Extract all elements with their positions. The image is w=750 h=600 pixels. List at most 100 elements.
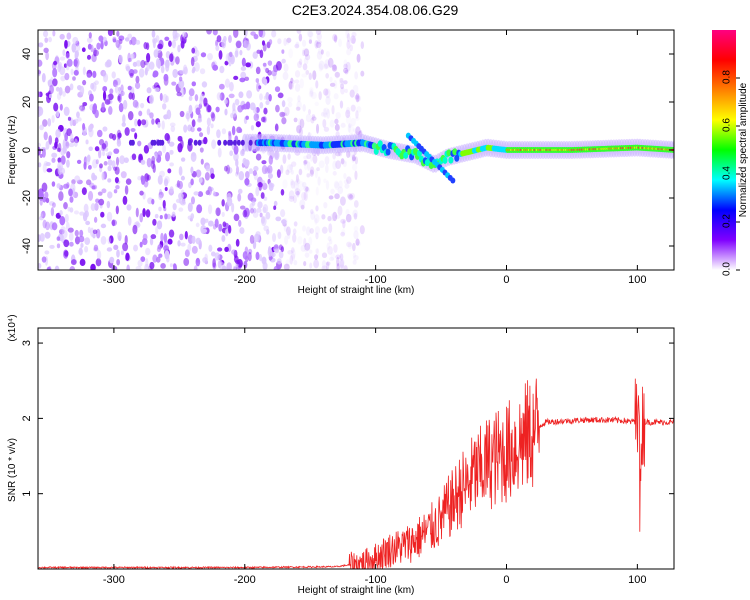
spectrogram-noise-blob [163,245,170,252]
spectrogram-noise-blob [145,209,151,218]
spectrogram-noise-blob [74,118,79,124]
spectrogram-noise-blob [117,231,122,241]
spectrogram-noise-blob [350,104,356,112]
spectrogram-noise-blob [115,205,119,215]
spectrogram-noise-blob [152,70,159,78]
spectrogram-noise-blob [315,205,319,212]
spectrogram-noise-blob [304,54,311,61]
spectrogram-noise-blob [135,207,139,218]
spectrogram-y-ticks: -40 -20 0 20 40 [21,48,674,254]
colorbar-tick-label: 0.8 [722,70,733,84]
spectrogram-noise-blob [88,146,93,152]
spectrogram-noise-blob [178,207,184,212]
spectrogram-noise-blob [70,259,77,266]
spectrogram-noise-blob [344,69,349,75]
spectrogram-noise-blob [145,258,149,268]
spectrogram-noise-blob [215,207,221,217]
spectrogram-noise-blob [89,182,95,188]
spectrogram-noise-blob [343,172,347,180]
spectrogram-noise-blob [349,89,355,98]
spectrogram-noise-blob [262,206,267,214]
spectrogram-noise-blob [224,165,228,172]
spectrogram-noise-blob [119,155,125,165]
spectrogram-noise-blob [97,149,102,159]
spectrogram-noise-blob [107,178,112,183]
spectrogram-noise-blob [208,244,213,252]
spectrogram-noise-blob [255,153,262,161]
spectrogram-noise-blob [100,211,105,218]
spectrogram-noise-blob [124,127,130,136]
spectrogram-noise-blob [273,205,277,210]
spectrogram-noise-blob [280,209,286,218]
spectrogram-noise-blob [263,225,269,232]
spectrogram-noise-blob [326,108,331,119]
spectrogram-noise-blob [292,195,297,204]
spectrogram-noise-blob [101,143,107,150]
spectrogram-noise-blob [38,146,41,156]
spectrogram-noise-blob [195,257,201,267]
spectrogram-noise-blob [205,165,211,172]
spectrogram-noise-blob [356,95,361,102]
spectrogram-noise-blob [278,244,283,251]
spectrogram-noise-blob [293,117,298,123]
y-tick-label: 40 [21,48,33,60]
spectrogram-noise-blob [140,256,146,262]
spectrogram-noise-blob [308,236,313,246]
spectrogram-noise-blob [242,157,247,165]
spectrogram-noise-blob [74,175,81,183]
spectrogram-noise-blob [167,168,172,174]
spectrogram-noise-blob [130,36,137,46]
spectrogram-noise-blob [162,144,166,154]
spectrogram-noise-blob [295,41,300,48]
snr-y-ticks: 1 2 3 [21,340,674,497]
spectrogram-noise-blob [275,104,280,113]
spectrogram-noise-blob [355,241,362,246]
spectrogram-noise-blob [162,103,167,110]
spectrogram-noise-blob [232,265,237,270]
spectrogram-noise-blob [308,72,312,81]
spectrogram-noise-blob [277,92,284,99]
spectrogram-noise-blob [293,260,298,266]
spectrogram-noise-blob [265,100,270,106]
spectrogram-ridge-cell [248,139,253,146]
colorbar-gradient [712,30,736,270]
spectrogram-noise-blob [309,89,314,97]
spectrogram-noise-blob [216,92,222,101]
spectrogram-noise-blob [210,173,215,179]
spectrogram-noise-blob [164,186,168,192]
spectrogram-noise-blob [238,219,242,227]
spectrogram-noise-blob [73,138,78,148]
spectrogram-noise-blob [144,263,150,270]
spectrogram-noise-blob [329,239,333,245]
spectrogram-noise-blob [360,70,365,77]
spectrogram-noise-blob [199,132,204,138]
spectrogram-noise-blob [251,200,256,206]
spectrogram-noise-blob [278,250,284,259]
spectrogram-noise-blob [51,115,55,123]
spectrogram-noise-blob [210,251,216,257]
spectrogram-noise-blob [146,157,152,168]
x-tick-label: -100 [365,574,387,586]
spectrogram-noise-blob [101,102,105,112]
spectrogram-noise-blob [252,170,257,176]
spectrogram-noise-blob [343,265,348,270]
spectrogram-noise-blob [87,43,92,50]
spectrogram-noise-blob [120,90,125,96]
spectrogram-noise-blob [199,93,205,102]
spectrogram-noise-blob [325,73,330,79]
spectrogram-noise-blob [132,69,138,74]
spectrogram-noise-blob [80,242,84,248]
spectrogram-noise-blob [74,59,78,66]
spectrogram-noise-blob [351,154,356,162]
spectrogram-noise-blob [154,87,160,93]
spectrogram-noise-blob [79,229,84,237]
spectrogram-noise-blob [302,47,309,52]
spectrogram-noise-blob [150,234,157,240]
spectrogram-noise-blob [207,220,214,227]
spectrogram-noise-blob [160,232,164,243]
spectrogram-noise-blob [346,32,351,42]
spectrogram-noise-blob [325,96,331,105]
spectrogram-noise-blob [305,69,310,75]
spectrogram-noise-blob [71,187,75,198]
